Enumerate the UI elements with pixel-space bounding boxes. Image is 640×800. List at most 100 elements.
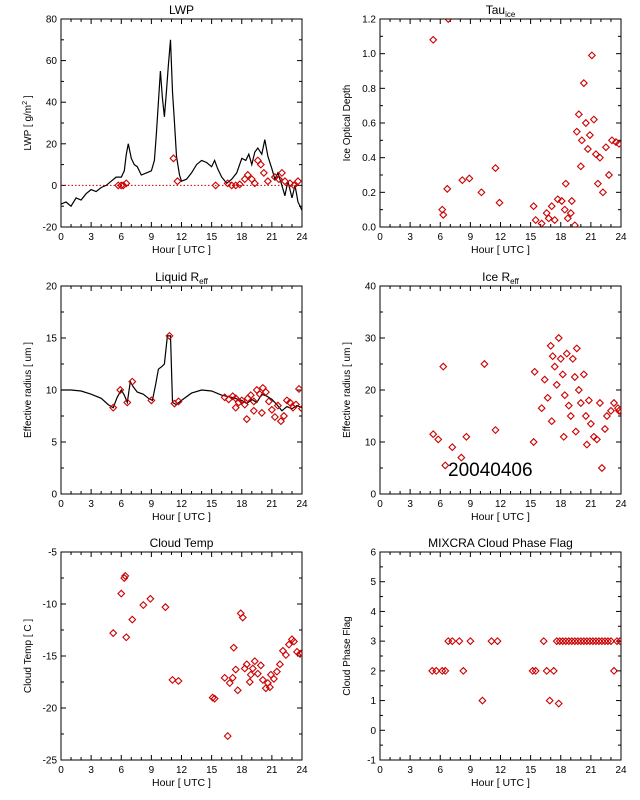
data-point-diamond xyxy=(240,400,249,409)
data-point-diamond xyxy=(568,354,577,363)
data-point-diamond xyxy=(579,79,588,88)
data-point-diamond xyxy=(553,195,562,204)
x-tick-label: 21 xyxy=(266,499,278,510)
chart-title: Tauice xyxy=(486,3,516,19)
panel-tau-ice: Tauice 0 3 6 9 12 15 18 21 24 Hour [ UTC ] 0.0 0.2 0.… xyxy=(342,3,627,256)
data-point-diamond xyxy=(547,202,556,211)
x-axis-label: Hour [ UTC ] xyxy=(152,777,211,789)
x-tick-label: 24 xyxy=(296,499,308,510)
data-point-diamond xyxy=(443,184,452,193)
data-point-diamond xyxy=(595,398,604,408)
data-point-diamond xyxy=(439,210,448,219)
x-tick-label: 9 xyxy=(468,232,474,243)
data-point-diamond xyxy=(550,215,559,225)
data-point-diamond xyxy=(457,453,466,462)
x-axis-label: Hour [ UTC ] xyxy=(152,511,211,523)
x-tick-label: 3 xyxy=(88,765,94,776)
data-point-diamond xyxy=(246,670,255,679)
chart-title: MIXCRA Cloud Phase Flag xyxy=(428,536,573,550)
data-point-diamond xyxy=(249,406,258,415)
data-point-diamond xyxy=(121,571,130,580)
data-point-diamond xyxy=(441,461,450,470)
data-point-diamond xyxy=(256,160,265,169)
plot-frame xyxy=(60,18,303,228)
data-point-diamond xyxy=(585,131,594,140)
data-point-diamond xyxy=(269,674,278,683)
data-point-diamond xyxy=(564,401,573,410)
data-point-diamond xyxy=(231,181,240,190)
data-point-diamond xyxy=(531,215,540,225)
data-point-diamond xyxy=(491,425,500,435)
data-point-diamond xyxy=(539,637,548,646)
data-point-diamond xyxy=(537,219,546,227)
data-point-diamond xyxy=(604,170,614,180)
y-tick-label: 1.0 xyxy=(362,49,376,60)
data-point-diamond xyxy=(258,675,267,684)
y-tick-label: 1 xyxy=(370,696,376,707)
data-point-diamond xyxy=(609,666,619,675)
x-tick-label: 21 xyxy=(585,232,597,243)
data-point-diamond xyxy=(234,398,243,407)
plot-frame xyxy=(379,18,622,228)
data-point-diamond xyxy=(109,629,118,638)
data-point-diamond xyxy=(571,427,580,436)
data-point-diamond xyxy=(600,637,610,646)
data-point-diamond xyxy=(169,154,178,163)
data-point-diamond xyxy=(120,573,129,583)
plot-frame xyxy=(379,551,622,761)
data-point-diamond xyxy=(255,390,264,399)
data-point-diamond xyxy=(572,127,581,136)
y-tick-label: -1 xyxy=(367,756,376,767)
x-tick-label: 24 xyxy=(615,232,627,243)
data-point-diamond xyxy=(598,188,608,197)
y-tick-label: -15 xyxy=(43,652,58,663)
data-point-diamond xyxy=(585,637,594,646)
data-point-diamond xyxy=(543,393,552,402)
data-point-diamond xyxy=(128,377,137,386)
data-point-diamond xyxy=(567,637,576,646)
data-point-diamond xyxy=(592,435,601,444)
panel-cloud-temp: Cloud Temp 0 3 6 9 12 15 18 21 24 Hour [ UTC ] -25 -… xyxy=(23,536,308,789)
data-point-diamond xyxy=(581,118,590,128)
data-point-diamond xyxy=(238,613,247,622)
data-point-diamond xyxy=(295,649,302,658)
chart-title: Cloud Temp xyxy=(150,536,214,550)
y-tick-label: 0.6 xyxy=(362,119,376,130)
data-point-diamond xyxy=(530,367,539,376)
chart-title: Ice Reff xyxy=(482,270,520,286)
data-point-diamond xyxy=(531,666,540,675)
data-point-diamond xyxy=(549,666,558,675)
data-point-diamond xyxy=(614,139,621,148)
x-tick-label: 6 xyxy=(437,499,443,510)
data-point-diamond xyxy=(550,362,559,371)
y-tick-label: 0 xyxy=(51,181,57,192)
data-point-diamond xyxy=(242,660,251,669)
plot-frame xyxy=(60,285,303,495)
data-point-diamond xyxy=(556,354,565,363)
data-point-diamond xyxy=(555,637,564,646)
y-tick-label: 15 xyxy=(46,334,58,345)
data-point-diamond xyxy=(591,150,600,159)
x-tick-label: 15 xyxy=(206,232,218,243)
series-line xyxy=(61,39,302,211)
y-tick-label: 0.4 xyxy=(362,153,376,164)
x-axis-label: Hour [ UTC ] xyxy=(471,511,530,523)
data-point-diamond xyxy=(220,673,229,682)
x-tick-label: 3 xyxy=(88,499,94,510)
data-point-diamond xyxy=(591,637,600,646)
data-point-diamond xyxy=(542,666,551,675)
data-point-diamond xyxy=(225,678,234,688)
y-tick-label: 0.2 xyxy=(362,188,376,199)
x-tick-label: 3 xyxy=(407,232,413,243)
data-point-diamond xyxy=(572,344,581,353)
data-point-diamond xyxy=(576,398,585,408)
data-point-diamond xyxy=(243,170,252,180)
data-point-diamond xyxy=(576,162,585,171)
x-tick-label: 0 xyxy=(58,499,64,510)
data-point-diamond xyxy=(174,397,183,406)
x-tick-label: 21 xyxy=(585,765,597,776)
y-tick-label: 20 xyxy=(46,139,58,150)
data-point-diamond xyxy=(228,673,237,682)
x-tick-label: 3 xyxy=(407,499,413,510)
